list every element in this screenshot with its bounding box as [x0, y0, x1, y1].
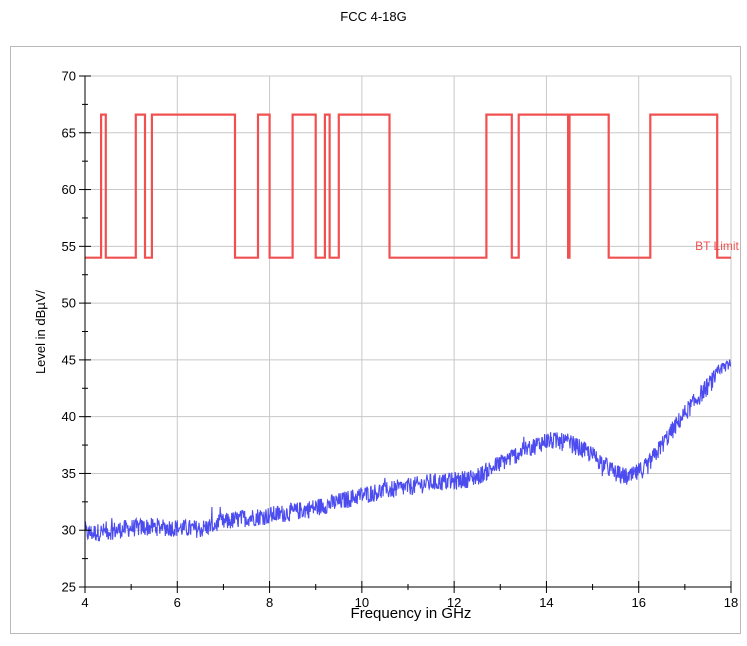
y-tick-label: 60: [62, 182, 76, 197]
x-tick-label: 4: [81, 595, 88, 610]
y-tick-label: 40: [62, 409, 76, 424]
y-tick-labels: 25 30 35 40 45 50 55 60 65 70: [62, 69, 76, 595]
measurement-line-series: [84, 359, 732, 542]
y-tick-label: 55: [62, 239, 76, 254]
y-tick-label: 35: [62, 466, 76, 481]
y-tick-label: 50: [62, 296, 76, 311]
y-tick-label: 70: [62, 69, 76, 84]
chart-plot: 4 6 8 10 12 14 16 18 25 30 35 40 45 50 55 60 65 70 Frequ…: [33, 69, 740, 623]
limit-line-series: [85, 113, 731, 259]
tick-marks: [79, 75, 732, 593]
y-tick-label: 65: [62, 125, 76, 140]
x-tick-label: 10: [355, 595, 369, 610]
y-axis-label: Level in dBµV/: [33, 290, 48, 374]
limit-annotation: BT Limit: [695, 239, 739, 253]
y-tick-label: 30: [62, 523, 76, 538]
y-tick-label: 25: [62, 580, 76, 595]
x-tick-labels: 4 6 8 10 12 14 16 18: [81, 595, 738, 610]
x-tick-label: 14: [539, 595, 553, 610]
x-tick-label: 6: [174, 595, 181, 610]
chart-panel: 4 6 8 10 12 14 16 18 25 30 35 40 45 50 55 60 65 70 Frequ…: [10, 46, 741, 634]
x-tick-label: 8: [266, 595, 273, 610]
y-tick-label: 45: [62, 352, 76, 367]
series-layer: [84, 113, 732, 542]
grid-lines: [85, 75, 732, 587]
x-tick-label: 16: [631, 595, 645, 610]
chart-title: FCC 4-18G: [340, 9, 407, 24]
x-axis-label: Frequency in GHz: [351, 605, 472, 622]
x-tick-label: 12: [447, 595, 461, 610]
axes: [84, 76, 731, 588]
x-tick-label: 18: [724, 595, 738, 610]
